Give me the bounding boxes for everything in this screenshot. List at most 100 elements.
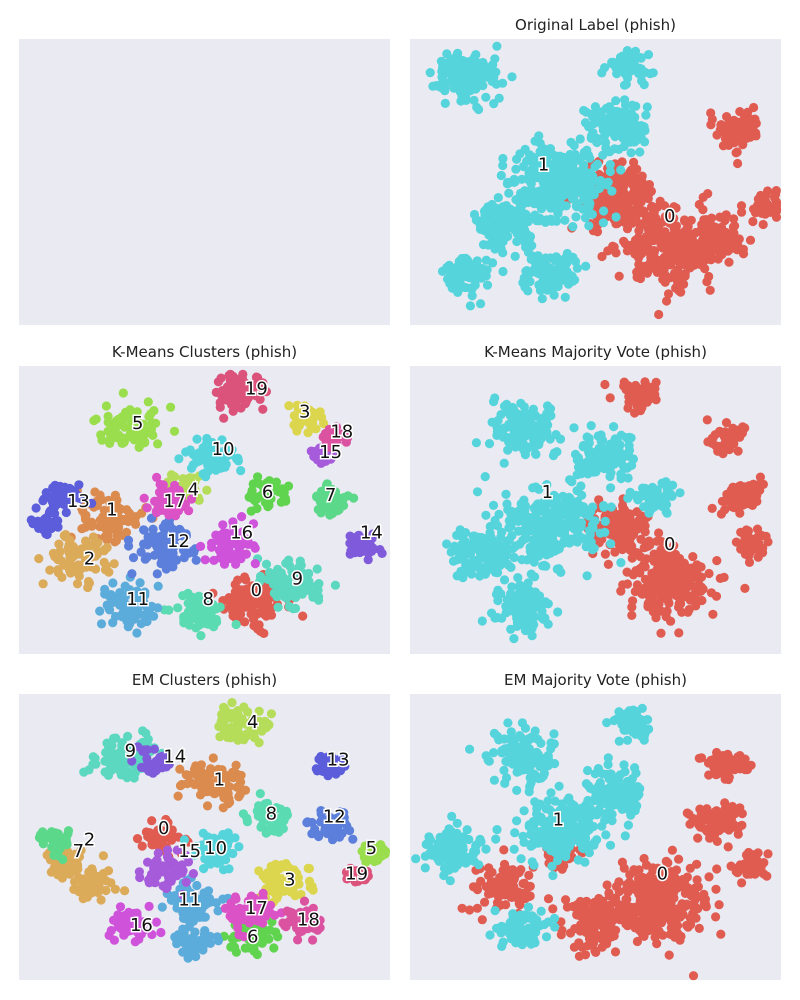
data-point <box>212 617 222 627</box>
data-point <box>121 527 132 538</box>
data-point <box>746 546 756 557</box>
data-point <box>534 155 544 165</box>
data-point <box>527 631 537 641</box>
data-point <box>637 267 647 277</box>
data-point <box>509 634 519 644</box>
data-point <box>724 257 734 267</box>
data-point <box>679 279 689 289</box>
data-point <box>506 408 517 418</box>
data-point <box>503 505 513 515</box>
data-point <box>472 256 482 266</box>
data-point <box>705 285 715 295</box>
data-point <box>551 539 561 549</box>
data-point <box>706 108 716 118</box>
data-point <box>134 442 144 452</box>
data-point <box>231 760 241 770</box>
data-point <box>110 490 120 500</box>
data-point <box>129 773 139 783</box>
data-point <box>549 190 559 200</box>
data-point <box>620 239 630 249</box>
data-point <box>294 879 304 889</box>
data-point <box>469 537 480 547</box>
data-point <box>569 423 579 433</box>
data-point <box>542 272 552 282</box>
data-point <box>736 527 746 537</box>
data-point <box>496 243 506 254</box>
data-point <box>634 198 644 208</box>
data-point <box>662 486 672 496</box>
data-point <box>718 141 729 151</box>
data-point <box>481 255 491 265</box>
data-point <box>153 439 163 449</box>
data-point <box>108 578 118 588</box>
data-point <box>627 100 637 110</box>
data-point <box>455 65 465 75</box>
data-point <box>480 210 490 220</box>
data-point <box>749 102 759 113</box>
data-point <box>45 565 55 575</box>
data-point <box>639 560 649 570</box>
data-point <box>480 565 490 575</box>
data-point <box>646 498 656 508</box>
data-point <box>636 53 646 63</box>
data-point <box>534 256 544 266</box>
data-point <box>566 534 576 544</box>
data-point <box>594 183 604 194</box>
data-point <box>586 506 596 517</box>
data-point <box>712 556 722 566</box>
cluster-label: 3 <box>299 402 310 423</box>
data-point <box>676 592 686 602</box>
data-point <box>625 67 635 77</box>
data-point <box>116 598 126 608</box>
data-point <box>564 507 574 517</box>
data-point <box>38 579 48 589</box>
data-point <box>523 193 533 203</box>
data-point <box>233 453 243 463</box>
data-point <box>554 524 564 534</box>
data-point <box>586 421 596 431</box>
data-point <box>269 826 280 836</box>
data-point <box>742 121 752 131</box>
data-point <box>63 829 73 839</box>
data-point <box>136 547 146 557</box>
data-point <box>476 299 486 309</box>
data-point <box>530 449 541 459</box>
data-point <box>560 215 570 225</box>
data-point <box>599 115 609 125</box>
data-point <box>526 179 536 189</box>
data-point <box>738 422 748 432</box>
data-point <box>105 605 115 615</box>
data-point <box>254 608 264 618</box>
data-point <box>465 270 475 280</box>
data-point <box>481 92 491 102</box>
data-point <box>467 569 477 579</box>
data-point <box>198 778 209 789</box>
data-point <box>54 548 64 558</box>
data-point <box>587 545 598 555</box>
data-point <box>131 511 141 522</box>
cluster-label: 1 <box>106 500 117 521</box>
data-point <box>542 525 553 535</box>
data-point <box>619 377 629 387</box>
data-point <box>616 165 626 175</box>
data-point <box>222 382 233 392</box>
data-point <box>255 626 265 636</box>
data-point <box>496 589 506 599</box>
data-point <box>762 205 772 215</box>
data-point <box>599 502 609 512</box>
data-point <box>117 416 127 426</box>
data-point <box>218 520 228 530</box>
data-point <box>719 431 730 441</box>
data-point <box>572 152 582 163</box>
data-point <box>771 189 781 199</box>
data-point <box>527 609 537 619</box>
data-point <box>196 541 206 552</box>
data-point <box>514 594 524 604</box>
data-point <box>616 185 626 195</box>
data-point <box>38 827 48 837</box>
data-point <box>513 614 524 624</box>
data-point <box>174 454 184 464</box>
data-point <box>576 522 586 532</box>
data-point <box>594 456 604 466</box>
data-point <box>662 296 672 306</box>
